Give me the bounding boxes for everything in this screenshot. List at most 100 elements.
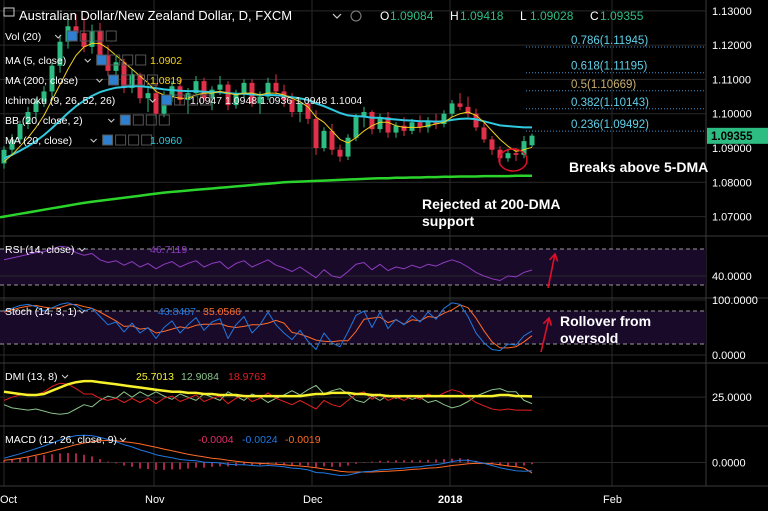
close-icon[interactable] [141, 134, 153, 146]
candle-body [25, 112, 31, 124]
eye-icon[interactable] [119, 114, 131, 126]
indicator-legend-label[interactable]: BB (20, close, 2) [5, 115, 83, 127]
indicator-legend-value: 1.0960 [150, 135, 182, 147]
macd-histogram-value: -0.0004 [198, 434, 234, 446]
rejection-circle-annotation [498, 148, 528, 172]
candle-body [417, 122, 423, 128]
settings-icon[interactable] [122, 54, 134, 66]
candle-body [145, 93, 151, 99]
settings-icon[interactable] [187, 94, 199, 106]
indicator-legend-label[interactable]: Vol (20) [5, 31, 41, 43]
eye-icon[interactable] [102, 134, 114, 146]
close-icon[interactable] [158, 114, 170, 126]
stoch-legend-label[interactable]: Stoch (14, 3, 1) [5, 306, 77, 318]
eye-icon[interactable] [161, 94, 173, 106]
chevron-down-icon[interactable] [78, 247, 86, 252]
indicator-legend-label[interactable]: MA (200, close) [5, 75, 78, 87]
annotation-rejected-support: support [422, 213, 474, 229]
dmi-adx-line [3, 379, 533, 398]
eye-icon[interactable] [66, 30, 78, 42]
settings-icon[interactable] [132, 114, 144, 126]
visibility-icon[interactable] [350, 10, 362, 22]
stoch-k-value: 43.8487 [158, 306, 196, 318]
settings-icon[interactable] [92, 30, 104, 42]
settings-icon[interactable] [115, 134, 127, 146]
settings-icon[interactable] [145, 114, 157, 126]
eye-icon[interactable] [96, 54, 108, 66]
settings-icon[interactable] [174, 94, 186, 106]
candle-body [329, 130, 335, 150]
candle-body [529, 135, 535, 146]
eye-icon[interactable] [108, 74, 119, 86]
close-icon[interactable] [135, 54, 147, 66]
candle-body [89, 31, 95, 47]
candle-body [505, 153, 511, 159]
candle-body [9, 139, 15, 150]
settings-icon[interactable] [128, 134, 140, 146]
candle-body [289, 100, 295, 112]
stoch-axis-tick: 100.0000 [712, 295, 758, 307]
settings-icon[interactable] [109, 54, 121, 66]
chevron-down-icon[interactable] [84, 58, 92, 63]
rsi-legend-label[interactable]: RSI (14, close) [5, 244, 74, 256]
settings-icon[interactable] [134, 74, 145, 86]
chevron-down-icon[interactable] [107, 118, 115, 123]
symbol-title[interactable]: Australian Dollar/New Zealand Dollar, D,… [19, 8, 292, 23]
ohlc-value: 1.09084 [390, 9, 434, 23]
ohlc-value: 1.09028 [530, 9, 574, 23]
candle-body [169, 86, 175, 97]
dmi-legend-label[interactable]: DMI (13, 8) [5, 371, 58, 383]
chevron-down-icon[interactable] [90, 138, 97, 143]
settings-icon[interactable] [121, 74, 132, 86]
chevron-down-icon[interactable] [119, 437, 127, 442]
close-icon[interactable] [200, 94, 212, 106]
fib-level-label: 0.236(1.09492) [571, 119, 649, 131]
dmi-plus-value: 12.9084 [181, 371, 219, 383]
chevron-down-icon[interactable] [149, 98, 156, 103]
price-axis-tick: 1.12000 [712, 40, 752, 52]
collapse-icon[interactable] [3, 7, 15, 17]
ohlc-value: 1.09418 [460, 9, 504, 23]
candle-body [1, 149, 7, 164]
chevron-down-icon[interactable] [78, 309, 86, 314]
rsi-up-arrow-head [548, 252, 559, 262]
candle-body [241, 82, 247, 94]
candle-body [297, 103, 303, 112]
close-icon[interactable] [105, 30, 117, 42]
chevron-down-icon[interactable] [332, 13, 342, 19]
candle-body [305, 103, 311, 119]
rsi-value: 46.7119 [150, 244, 187, 256]
fib-level-label: 0.618(1.11195) [571, 61, 647, 73]
chevron-down-icon[interactable] [96, 78, 103, 83]
candle-body [401, 125, 407, 131]
close-icon[interactable] [147, 74, 158, 86]
settings-icon[interactable] [79, 30, 91, 42]
macd-legend-label[interactable]: MACD (12, 26, close, 9) [5, 434, 117, 446]
candle-body [449, 103, 455, 114]
chevron-down-icon[interactable] [54, 34, 62, 39]
indicator-legend-label[interactable]: MA (20, close) [5, 135, 72, 147]
candle-body [273, 82, 279, 92]
indicator-legend-label[interactable]: MA (5, close) [5, 55, 66, 67]
time-axis-label: Nov [145, 494, 165, 506]
indicator-legend-value: 1.0902 [150, 55, 182, 67]
candle-body [377, 117, 383, 130]
candle-body [481, 127, 487, 140]
candle-body [425, 120, 431, 128]
price-axis-tick: 1.08000 [712, 177, 752, 189]
candle-body [113, 62, 119, 71]
macd-signal-line [3, 439, 533, 474]
price-axis-tick: 1.11000 [712, 74, 751, 86]
candle-body [41, 91, 47, 102]
stoch-d-value: 35.0566 [203, 306, 241, 318]
annotation-oversold: oversold [560, 330, 618, 346]
rsi-axis-tick: 40.0000 [712, 271, 752, 283]
ohlc-label: H [450, 9, 459, 23]
chevron-down-icon[interactable] [61, 374, 69, 379]
ohlc-label: L [520, 9, 527, 23]
last-price-tag [707, 127, 768, 144]
candle-body [465, 106, 471, 114]
indicator-legend-label[interactable]: Ichimoku (9, 26, 52, 26) [5, 95, 115, 107]
ohlc-value: 1.09355 [600, 9, 644, 23]
